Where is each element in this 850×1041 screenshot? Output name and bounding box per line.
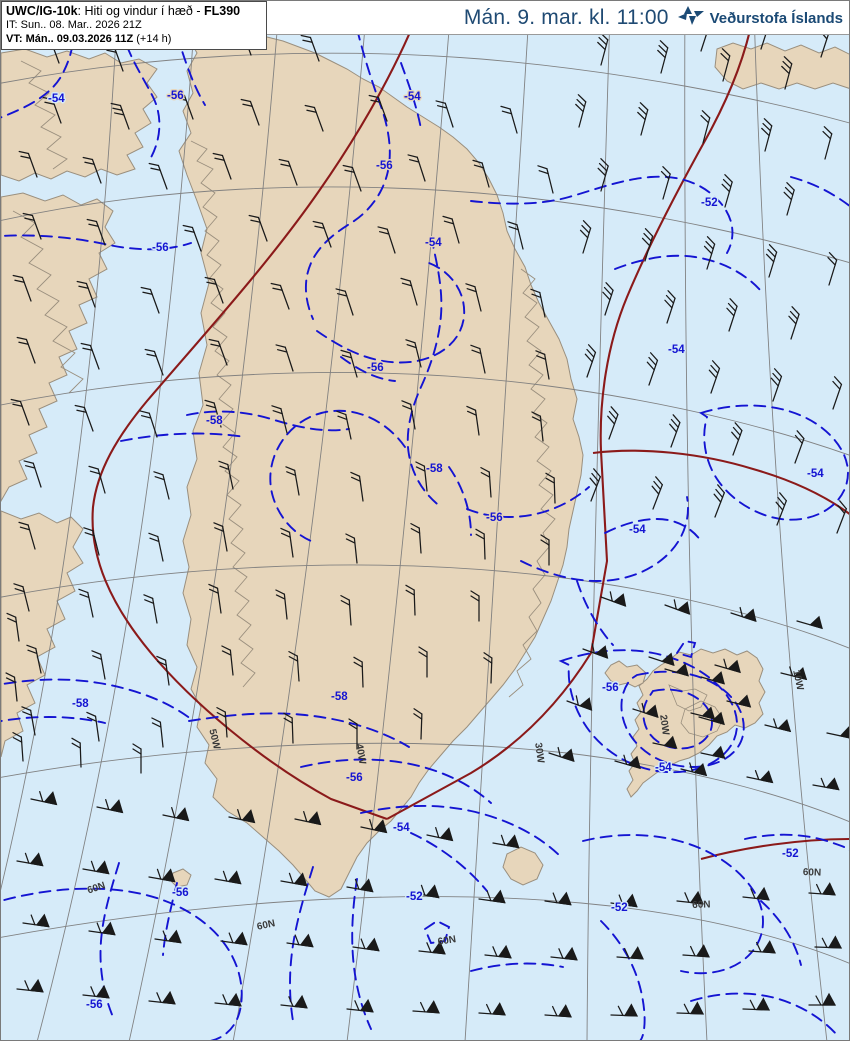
- ellesmere-island: [1, 48, 158, 182]
- isotherm-contours: [1, 16, 849, 1040]
- forecast-datetime: Mán. 9. mar. kl. 11:00: [463, 6, 669, 29]
- flight-level-label: FL390: [204, 4, 241, 18]
- contour-label: -56: [172, 887, 189, 899]
- contour-label: -54: [807, 468, 824, 480]
- contour-label: -54: [393, 822, 410, 834]
- wind-barbs: [5, 18, 849, 1018]
- contour-label: -56: [486, 512, 503, 524]
- greenland-west-coast-detail: [190, 140, 256, 688]
- contour-label: -56: [367, 362, 384, 374]
- title-separator: :: [77, 4, 85, 18]
- issue-time-line: IT: Sun.. 08. Mar.. 2026 21Z: [6, 19, 262, 32]
- graticule-label: 60N: [692, 899, 711, 911]
- greenland-south-tip-extra: [502, 846, 544, 886]
- contour-label: -54: [655, 762, 672, 774]
- contour-label: -56: [167, 90, 184, 102]
- brand-label: Veðurstofa Íslands: [709, 9, 843, 27]
- barb-group-south: [16, 791, 843, 1018]
- issue-prefix: IT:: [6, 19, 21, 32]
- header-right-group: Mán. 9. mar. kl. 11:00 Veðurstofa Ísland…: [464, 1, 843, 35]
- contour-label: -58: [206, 415, 223, 427]
- contour-label: -58: [331, 691, 348, 703]
- contour-label: -58: [426, 463, 443, 475]
- greenland-landmass: [178, 32, 584, 898]
- fir-boundary: [91, 1, 849, 861]
- small-island-northeast: [714, 42, 849, 90]
- contour-label: -54: [48, 93, 65, 105]
- contour-label: -52: [782, 848, 799, 860]
- contour-label: -52: [701, 197, 718, 209]
- barb-group-east-ocean: [575, 32, 847, 534]
- iceland-inland-detail: [668, 684, 708, 712]
- barb-group-pennants-iceland: [548, 591, 849, 791]
- lead-time-value: (+14 h): [133, 32, 172, 45]
- baffin-coast-detail: [12, 210, 84, 394]
- contour-label: -56: [152, 242, 169, 254]
- imo-arrow-logo-icon: [677, 5, 704, 32]
- canadian-arctic-detail: [20, 60, 68, 170]
- model-label: UWC/IG-10k: [6, 4, 78, 18]
- barb-group-southwest: [5, 612, 142, 774]
- valid-time-line: VT: Mán.. 09.03.2026 11Z (+14 h): [6, 33, 262, 46]
- parameter-label: Hiti og vindur í hæð -: [84, 4, 204, 18]
- barb-group-iceland-local: [652, 663, 752, 759]
- contour-label: -54: [425, 237, 442, 249]
- barb-group-greenland: [13, 460, 556, 750]
- contour-label: -52: [611, 902, 628, 914]
- issue-time-value: Sun.. 08. Mar.. 2026 21Z: [20, 19, 142, 32]
- contour-label: -54: [404, 91, 421, 103]
- contour-label: -56: [86, 999, 103, 1011]
- contour-label: -58: [72, 698, 89, 710]
- iceland-westfjords: [604, 660, 647, 688]
- valid-prefix: VT:: [6, 32, 26, 45]
- contour-label: -56: [376, 160, 393, 172]
- contour-label: -54: [668, 344, 685, 356]
- contour-label: -54: [629, 524, 646, 536]
- contour-label: -56: [602, 682, 619, 694]
- brand-block: Veðurstofa Íslands: [677, 5, 843, 32]
- barb-group-northwest: [10, 28, 554, 442]
- graticule-label: 60N: [802, 867, 822, 879]
- contour-label: -52: [406, 891, 423, 903]
- iceland-glacier-outline: [680, 700, 724, 738]
- product-info-box: UWC/IG-10k: Hiti og vindur í hæð - FL390…: [1, 1, 267, 51]
- valid-time-value: Mán.. 09.03.2026 11Z: [25, 32, 134, 45]
- baffin-island: [1, 192, 116, 503]
- product-title-line: UWC/IG-10k: Hiti og vindur í hæð - FL390: [6, 4, 262, 19]
- contour-label: -56: [346, 772, 363, 784]
- greenland-east-coast-detail: [508, 268, 556, 698]
